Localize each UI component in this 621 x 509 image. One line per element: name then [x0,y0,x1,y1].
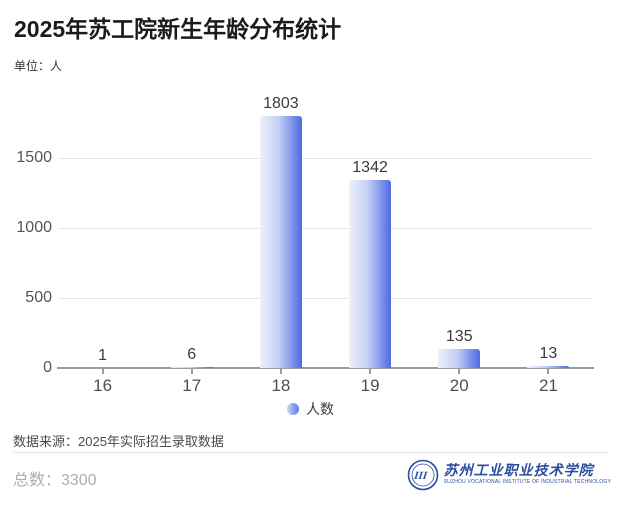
bar-value-label-18: 1803 [263,94,299,112]
x-tick-label-18: 18 [271,376,291,395]
x-tick-mark-18 [279,368,282,374]
gridline-500 [58,298,593,299]
bar-age-20 [438,349,481,368]
x-tick-label-16: 16 [93,376,113,395]
x-axis-line [57,367,594,369]
x-tick-mark-20 [458,368,461,374]
x-tick-mark-21 [547,368,550,374]
y-tick-label-1500: 1500 [16,149,52,166]
x-tick-label-21: 21 [538,376,558,395]
svg-text:III: III [412,470,428,482]
gridline-1500 [58,158,593,159]
legend-label: 人数 [306,401,334,417]
x-tick-mark-17 [190,368,193,374]
y-tick-label-500: 500 [25,289,52,306]
school-logo: III 苏州工业职业技术学院 SUZHOU VOCATIONAL INSTITU… [407,459,611,491]
bar-value-label-21: 13 [539,344,558,362]
school-name-cn: 苏州工业职业技术学院 [443,464,594,479]
bar-value-label-20: 135 [445,328,473,346]
y-tick-label-0: 0 [43,359,52,376]
x-tick-mark-19 [369,368,372,374]
bar-value-label-16: 1 [98,346,108,364]
x-tick-label-17: 17 [182,376,202,395]
y-tick-label-1000: 1000 [16,219,52,236]
chart-legend: 人数 [0,399,621,419]
school-emblem-icon: III [407,459,438,491]
data-source-note: 数据来源：2025年实际招生录取数据 [13,434,224,449]
school-name: 苏州工业职业技术学院 SUZHOU VOCATIONAL INSTITUTE O… [444,464,611,486]
bar-age-19 [349,180,392,368]
bar-value-label-19: 1342 [352,159,388,177]
bar-age-17 [170,366,213,368]
page-title: 2025年苏工院新生年龄分布统计 [14,16,342,42]
bar-age-21 [527,365,570,368]
x-tick-mark-16 [101,368,104,374]
school-name-en: SUZHOU VOCATIONAL INSTITUTE OF INDUSTRIA… [443,479,611,485]
bar-value-label-17: 6 [187,345,197,363]
x-tick-label-19: 19 [360,376,380,395]
bar-age-18 [259,115,302,368]
unit-label: 单位：人 [14,59,63,73]
legend-dot-icon [287,403,299,415]
gridline-1000 [58,228,593,229]
x-tick-label-20: 20 [449,376,469,395]
total-count: 总数：3300 [13,472,97,489]
legend-item-renshu[interactable]: 人数 [287,399,334,419]
footer-divider [13,452,608,453]
